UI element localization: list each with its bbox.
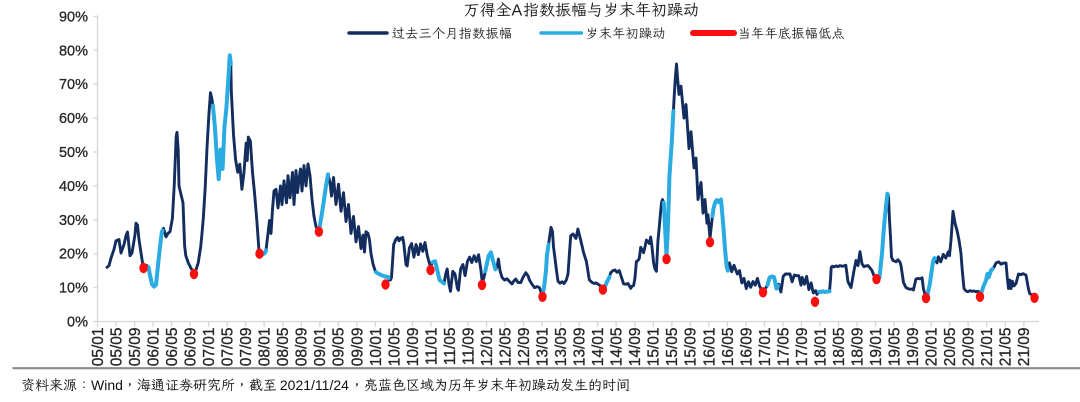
svg-text:2021/11/24: 2021/11/24 xyxy=(280,377,349,393)
svg-text:80%: 80% xyxy=(59,43,88,59)
svg-text:10/05: 10/05 xyxy=(386,328,403,367)
svg-text:16/01: 16/01 xyxy=(701,328,718,367)
svg-text:13/09: 13/09 xyxy=(572,328,589,367)
svg-text:10/01: 10/01 xyxy=(368,328,385,367)
svg-text:21/01: 21/01 xyxy=(979,328,996,367)
svg-text:18/01: 18/01 xyxy=(812,328,829,367)
svg-text:07/09: 07/09 xyxy=(238,328,255,367)
svg-text:11/05: 11/05 xyxy=(442,328,459,366)
svg-text:16/09: 16/09 xyxy=(738,328,755,367)
svg-text:19/09: 19/09 xyxy=(905,328,922,367)
svg-text:05/09: 05/09 xyxy=(127,328,144,367)
svg-text:06/09: 06/09 xyxy=(183,328,200,367)
svg-text:09/05: 09/05 xyxy=(331,328,348,367)
svg-text:14/01: 14/01 xyxy=(590,328,607,367)
svg-text:21/09: 21/09 xyxy=(1016,328,1033,367)
svg-text:21/05: 21/05 xyxy=(998,328,1015,367)
svg-text:20/01: 20/01 xyxy=(924,328,941,367)
svg-text:12/09: 12/09 xyxy=(516,328,533,367)
svg-text:07/05: 07/05 xyxy=(220,328,237,367)
svg-text:90%: 90% xyxy=(59,9,88,25)
svg-text:16/05: 16/05 xyxy=(720,328,737,367)
svg-text:19/05: 19/05 xyxy=(887,328,904,367)
svg-text:19/01: 19/01 xyxy=(868,328,885,367)
svg-text:18/09: 18/09 xyxy=(850,328,867,367)
svg-text:30%: 30% xyxy=(59,213,88,229)
svg-text:60%: 60% xyxy=(59,111,88,127)
svg-text:08/05: 08/05 xyxy=(275,328,292,367)
svg-text:13/01: 13/01 xyxy=(535,328,552,367)
svg-text:05/01: 05/01 xyxy=(90,328,107,367)
svg-text:08/09: 08/09 xyxy=(294,328,311,367)
svg-text:20/09: 20/09 xyxy=(961,328,978,367)
svg-text:14/05: 14/05 xyxy=(609,328,626,367)
svg-text:13/05: 13/05 xyxy=(553,328,570,367)
svg-text:17/01: 17/01 xyxy=(757,328,774,367)
svg-text:15/01: 15/01 xyxy=(646,328,663,367)
svg-text:11/01: 11/01 xyxy=(423,328,440,366)
svg-text:12/01: 12/01 xyxy=(479,328,496,367)
svg-text:14/09: 14/09 xyxy=(627,328,644,367)
svg-text:40%: 40% xyxy=(59,179,88,195)
svg-text:15/09: 15/09 xyxy=(683,328,700,367)
svg-text:50%: 50% xyxy=(59,145,88,161)
svg-text:15/05: 15/05 xyxy=(664,328,681,367)
svg-text:11/09: 11/09 xyxy=(460,328,477,366)
svg-text:09/01: 09/01 xyxy=(312,328,329,367)
svg-text:20%: 20% xyxy=(59,247,88,263)
svg-text:A: A xyxy=(512,2,523,19)
svg-text:20/05: 20/05 xyxy=(942,328,959,367)
svg-text:10/09: 10/09 xyxy=(405,328,422,367)
svg-text:07/01: 07/01 xyxy=(201,328,218,367)
svg-text:08/01: 08/01 xyxy=(257,328,274,367)
svg-text:05/05: 05/05 xyxy=(108,328,125,367)
svg-text:18/05: 18/05 xyxy=(831,328,848,367)
svg-text:70%: 70% xyxy=(59,77,88,93)
svg-text:06/05: 06/05 xyxy=(164,328,181,367)
svg-text:10%: 10% xyxy=(59,281,88,297)
svg-text:17/09: 17/09 xyxy=(794,328,811,367)
svg-text:06/01: 06/01 xyxy=(146,328,163,367)
svg-text:12/05: 12/05 xyxy=(498,328,515,367)
svg-text:09/09: 09/09 xyxy=(349,328,366,367)
svg-text:Wind: Wind xyxy=(91,377,123,393)
svg-text:17/05: 17/05 xyxy=(775,328,792,367)
svg-text:0%: 0% xyxy=(67,315,88,331)
